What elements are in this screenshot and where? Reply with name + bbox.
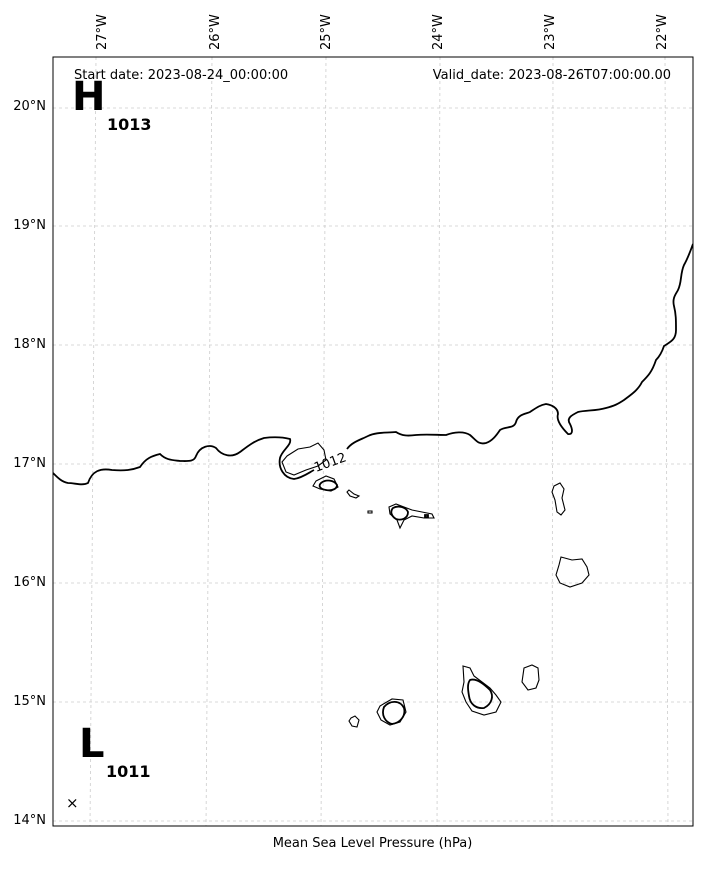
lon-tick-label: 27°W	[95, 14, 110, 50]
isobar-fogo	[382, 700, 406, 725]
isobar-1012-main-2	[346, 243, 693, 450]
start-date-label: Start date: 2023-08-24_00:00:00	[74, 68, 288, 83]
lon-tick-label: 24°W	[431, 14, 446, 50]
isobar-1012-main	[53, 436, 315, 486]
island-boa-vista	[555, 556, 590, 588]
isobar-santiago	[467, 678, 493, 709]
lon-tick-label: 26°W	[208, 14, 223, 50]
island-santo-antao	[281, 442, 327, 476]
low-pressure-marker: ×	[66, 794, 79, 812]
colorbar-label: Mean Sea Level Pressure (hPa)	[272, 836, 473, 851]
isobar-label-1012: 1012	[312, 450, 348, 475]
island-sao-nicolau	[388, 503, 435, 530]
lat-tick-label: 15°N	[13, 694, 46, 709]
lon-tick-labels: 27°W 26°W 25°W 24°W 23°W 22°W	[95, 14, 670, 50]
lon-tick-label: 23°W	[543, 14, 558, 50]
valid-date-label: Valid_date: 2023-08-26T07:00:00.00	[433, 68, 671, 83]
lat-tick-labels: 20°N 19°N 18°N 17°N 16°N 15°N 14°N	[13, 99, 46, 828]
isobar-sao-vicente	[318, 479, 338, 492]
lat-tick-label: 16°N	[13, 575, 46, 590]
lat-tick-label: 14°N	[13, 813, 46, 828]
island-sal	[551, 482, 566, 516]
island-maio	[521, 664, 540, 691]
islet	[367, 510, 373, 514]
island-brava	[348, 715, 360, 728]
island-santiago	[461, 665, 502, 716]
graticule	[53, 56, 693, 827]
island-santa-luzia	[346, 489, 361, 499]
isobars	[53, 243, 693, 725]
low-pressure-value: 1011	[106, 762, 151, 781]
map-frame	[52, 56, 694, 827]
isobar-islet-dot	[424, 514, 429, 518]
lat-tick-label: 18°N	[13, 337, 46, 352]
island-fogo	[376, 698, 407, 726]
lat-tick-label: 17°N	[13, 456, 46, 471]
isobar-sao-nicolau	[390, 505, 409, 521]
lat-tick-label: 20°N	[13, 99, 46, 114]
low-pressure-letter: L	[79, 721, 105, 767]
lat-tick-label: 19°N	[13, 218, 46, 233]
high-pressure-value: 1013	[107, 115, 152, 134]
high-pressure-letter: H	[72, 74, 105, 120]
lon-tick-label: 22°W	[655, 14, 670, 50]
islands-coastline	[281, 442, 590, 728]
lon-tick-label: 25°W	[319, 14, 334, 50]
